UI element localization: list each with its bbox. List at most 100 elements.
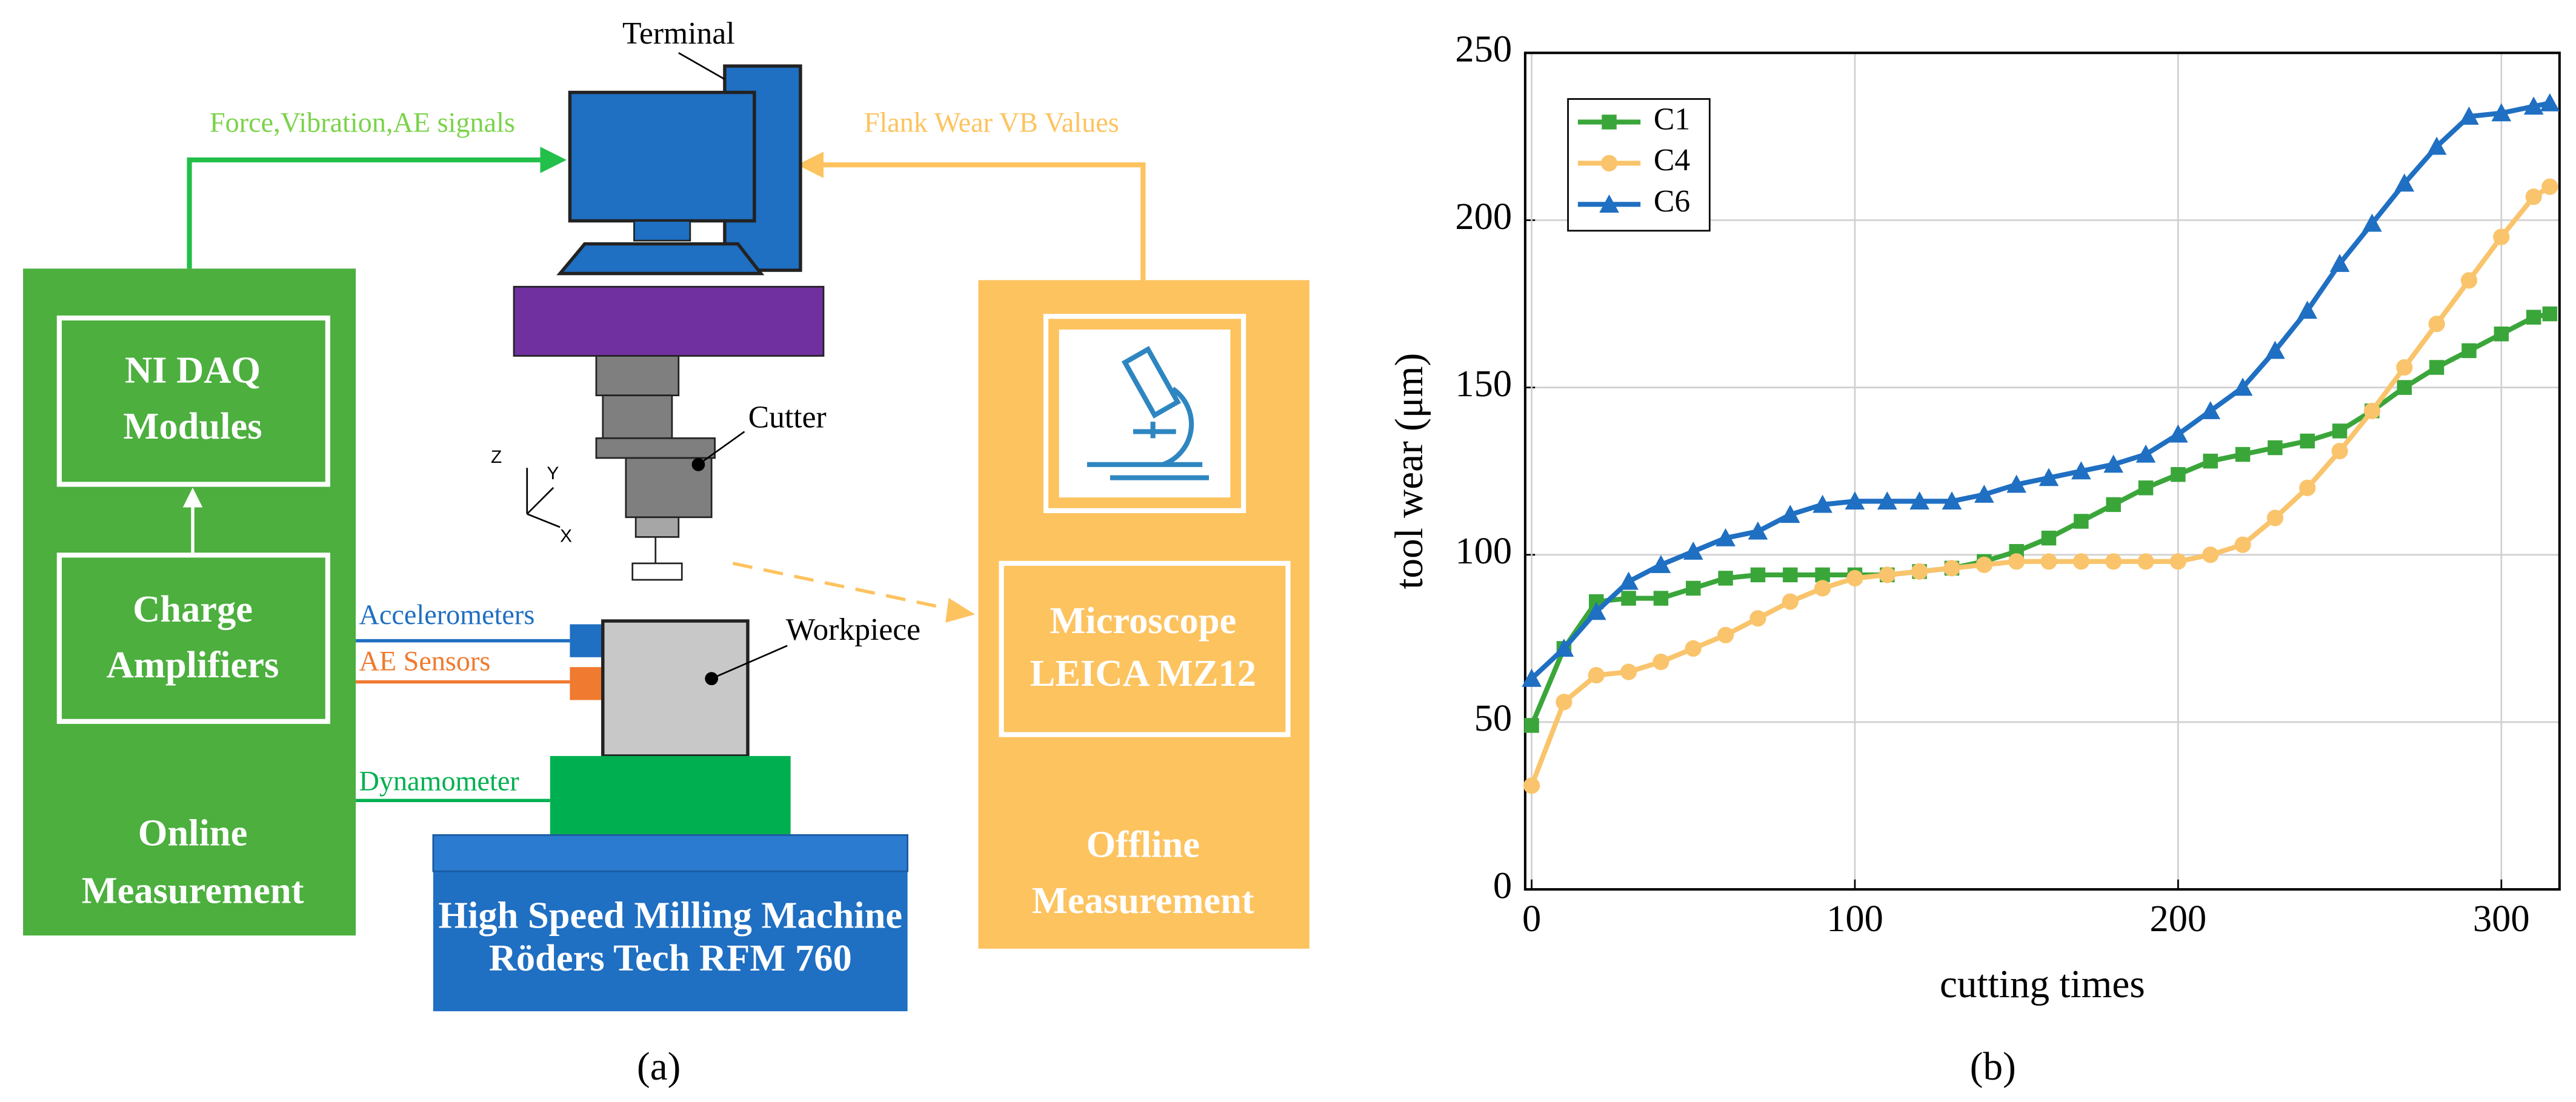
signals-label: Force,Vibration,AE signals [210,107,515,138]
axis-letter: X [560,526,572,546]
marker [2135,444,2156,463]
marker [2396,359,2413,376]
arrow-head [945,597,976,623]
flank-arrow [820,162,1146,280]
x-tick-label: 300 [2473,897,2530,940]
marker [2169,553,2186,570]
marker [1685,640,1702,657]
marker [1780,505,1800,523]
accelerometer [570,624,603,657]
legend-label: C4 [1654,143,1690,178]
pointer [711,645,788,680]
marker [2541,178,2558,195]
marker [2106,497,2121,513]
machine-label: High Speed Milling Machine [438,894,902,936]
marker [2394,173,2415,192]
axis-letter: Z [491,447,502,467]
axis [526,486,554,515]
microscope-label: Microscope [1050,599,1236,642]
marker [2491,103,2512,122]
marker [1815,567,1830,583]
marker [2397,380,2412,395]
marker [1783,567,1798,583]
spindle [595,437,716,459]
marker [1524,718,1539,733]
marker [1523,777,1540,794]
marker [1554,639,1574,657]
marker [1942,491,1962,510]
machine-label: Röders Tech RFM 760 [489,937,852,979]
marker [2331,442,2348,460]
y-tick-label: 200 [1455,195,1512,237]
marker [2297,300,2318,319]
marker [1909,491,1929,510]
icon-bg [1059,329,1231,498]
pointer-dot [691,457,705,471]
flank-label: Flank Wear VB Values [864,107,1119,138]
marker [2494,326,2509,342]
dynamometer-label: Dynamometer [359,766,519,797]
marker [1620,663,1637,680]
axis-letter: Y [547,463,559,483]
online-box [23,268,356,936]
marker [1911,563,1928,580]
marker [1716,528,1736,546]
legend-marker [1599,194,1619,213]
axis [527,513,561,528]
marker [1686,580,1701,596]
daq-label: Modules [123,405,262,447]
dynamometer [550,755,791,835]
marker [1522,668,1542,687]
marker [2332,423,2348,439]
marker [2540,93,2560,111]
marker [1974,485,1994,503]
signal-arrow [187,157,544,269]
marker [2006,474,2026,493]
holder [634,516,680,538]
marker [1748,521,1768,540]
legend-label: C1 [1654,102,1690,136]
marker [2039,468,2059,486]
marker [2072,553,2089,570]
marker [1975,556,1992,573]
marker [1588,666,1605,684]
marker [1782,593,1799,610]
microscope-box [999,560,1291,737]
marker [2493,228,2510,245]
x-tick-label: 100 [1826,897,1883,940]
marker [1651,555,1671,573]
x-axis-label: cutting times [1940,963,2145,1006]
legend-marker [1600,154,1618,171]
marker [1621,591,1636,606]
marker [2460,272,2478,289]
legend-label: C6 [1654,184,1690,219]
marker [2265,340,2285,359]
marker [1750,567,1766,583]
chart: (b) cutting times tool wear (μm) 0 50 100 1… [1388,28,2561,1089]
spindle [595,355,680,397]
marker [2461,343,2477,359]
legend-marker [1602,115,1617,130]
marker [2105,553,2122,570]
marker [2071,461,2091,480]
marker [1718,571,1733,586]
spindle-head [513,285,825,357]
marker [2103,454,2124,473]
spindle [602,394,673,439]
marker [2268,440,2283,456]
marker [2329,253,2350,272]
marker [2523,96,2544,115]
amp-label: Charge [133,588,253,630]
terminal-label: Terminal [622,16,735,51]
marker [1717,626,1734,643]
marker [1749,610,1766,627]
marker [2426,136,2447,155]
offline-label: Measurement [1032,879,1254,921]
y-tick-label: 50 [1474,697,1513,739]
marker [2525,188,2542,205]
marker [1556,694,1573,711]
marker [2232,377,2253,396]
marker [1652,653,1669,671]
cutter-label: Cutter [748,400,827,434]
marker [1653,591,1669,606]
